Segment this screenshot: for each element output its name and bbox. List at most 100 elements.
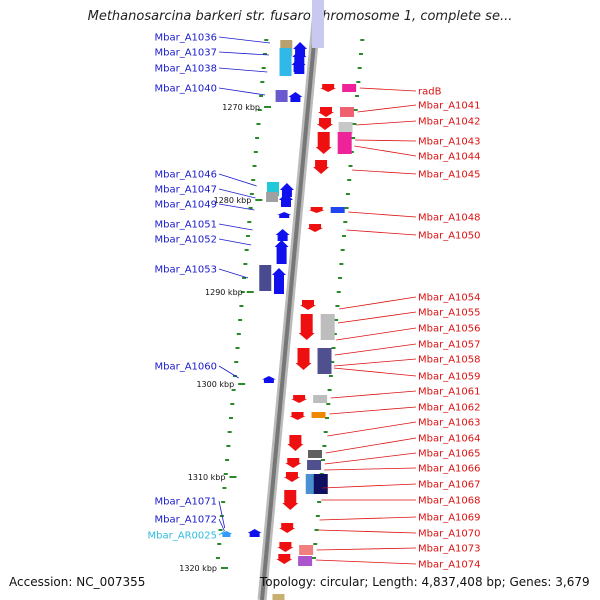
kbp-tick-label: 1300 kbp: [196, 380, 234, 389]
reverse-domain-box: [308, 450, 322, 458]
left-guide-dot: [251, 179, 256, 181]
leader-line: [218, 223, 253, 231]
kbp-tick-label: 1280 kbp: [214, 196, 252, 205]
leader-line: [334, 343, 417, 356]
left-guide-dot: [242, 277, 247, 279]
reverse-gene-arrow: [295, 348, 312, 370]
leader-line: [218, 67, 268, 73]
left-guide-dot: [238, 319, 243, 321]
left-guide-dot: [217, 543, 222, 545]
left-guide-dot: [247, 221, 252, 223]
leader-line: [359, 87, 417, 92]
left-guide-dot: [228, 417, 233, 419]
left-guide-dot: [230, 403, 235, 405]
reverse-gene-arrow: [320, 84, 337, 92]
left-guide-dot: [221, 501, 226, 503]
reverse-gene-arrow: [318, 107, 335, 117]
left-guide-dot: [243, 263, 248, 265]
reverse-gene-arrow: [316, 118, 333, 130]
gene-label-mbar-ar0025: Mbar_AR0025: [148, 531, 217, 542]
kbp-tick-label: 1290 kbp: [205, 288, 243, 297]
gene-label-mbar-a1064: Mbar_A1064: [418, 434, 481, 445]
reverse-gene-arrow: [289, 412, 306, 420]
leader-line: [356, 120, 417, 126]
right-guide-dot: [347, 179, 352, 181]
right-guide-dot: [323, 431, 328, 433]
gene-label-mbar-a1052: Mbar_A1052: [154, 235, 217, 246]
leader-line: [322, 483, 417, 489]
left-guide-dot: [245, 235, 250, 237]
forward-domain-box: [266, 192, 279, 202]
right-guide-dot: [356, 81, 361, 83]
forward-gene-arrow: [278, 193, 293, 207]
leader-line: [333, 367, 417, 377]
reverse-gene-arrow: [277, 542, 294, 552]
right-guide-dot: [311, 557, 316, 559]
kbp-tick-mark: [220, 567, 228, 569]
leader-line: [354, 145, 417, 157]
kbp-tick-mark: [246, 291, 254, 293]
label-layer: Mbar_A1036 Mbar_A1037 Mbar_A1038 Mbar_A1040…: [148, 33, 481, 571]
leader-line: [218, 203, 255, 211]
forward-domain-box: [259, 265, 272, 291]
gene-label-mbar-a1045: Mbar_A1045: [418, 170, 481, 181]
gene-label-mbar-a1046: Mbar_A1046: [154, 170, 217, 181]
right-guide-dot: [321, 459, 326, 461]
forward-gene-arrow: [277, 212, 292, 218]
leader-line: [218, 188, 256, 199]
right-guide-dot: [324, 417, 329, 419]
left-guide-dot: [257, 109, 262, 111]
gene-label-mbar-a1048: Mbar_A1048: [418, 213, 481, 224]
gene-label-mbar-a1061: Mbar_A1061: [418, 387, 481, 398]
forward-gene-arrow: [261, 376, 276, 383]
right-guide-dot: [315, 515, 320, 517]
leader-line: [218, 518, 225, 532]
left-guide-dot: [226, 445, 231, 447]
left-guide-dot: [223, 473, 228, 475]
right-guide-dot: [339, 263, 344, 265]
leader-line: [316, 547, 417, 551]
left-guide-dot: [248, 207, 253, 209]
reverse-domain-box: [299, 545, 314, 555]
gene-label-mbar-a1040: Mbar_A1040: [154, 84, 217, 95]
gene-label-mbar-a1058: Mbar_A1058: [418, 355, 481, 366]
gene-label-mbar-a1042: Mbar_A1042: [418, 117, 481, 128]
gene-label-mbar-a1073: Mbar_A1073: [418, 544, 481, 555]
accession-text: Accession: NC_007355: [9, 575, 146, 589]
leader-line: [315, 559, 417, 565]
right-guide-dot: [341, 235, 346, 237]
reverse-domain-box: [330, 207, 345, 213]
gene-label-mbar-a1044: Mbar_A1044: [418, 152, 481, 163]
gene-label-mbar-a1071: Mbar_A1071: [154, 497, 217, 508]
gene-label-mbar-a1051: Mbar_A1051: [154, 220, 217, 231]
partial-gene-box: [272, 594, 285, 600]
kbp-tick-label: 1310 kbp: [188, 473, 226, 482]
left-guide-dot: [256, 123, 261, 125]
reverse-domain-box: [320, 314, 335, 340]
forward-domain-box: [279, 48, 292, 76]
forward-gene-arrow: [247, 529, 262, 537]
reverse-gene-arrow: [285, 458, 302, 468]
gene-label-mbar-a1043: Mbar_A1043: [418, 137, 481, 148]
right-guide-dot: [340, 249, 345, 251]
reverse-domain-box: [340, 107, 355, 117]
gene-label-mbar-a1057: Mbar_A1057: [418, 340, 481, 351]
topology-text: Topology: circular; Length: 4,837,408 bp…: [260, 575, 590, 589]
reverse-domain-box: [313, 395, 328, 403]
left-guide-dot: [261, 67, 266, 69]
leader-line: [348, 211, 417, 218]
leader-line: [324, 467, 417, 471]
right-guide-dot: [352, 123, 357, 125]
leader-line: [336, 327, 417, 341]
reverse-gene-arrow: [276, 554, 293, 564]
right-guide-dot: [326, 403, 331, 405]
forward-domain-box: [275, 90, 288, 102]
leader-line: [318, 529, 417, 534]
reverse-gene-arrow: [300, 300, 316, 310]
gene-label-mbar-a1047: Mbar_A1047: [154, 185, 217, 196]
reverse-gene-arrow: [291, 395, 308, 403]
gene-label-mbar-a1067: Mbar_A1067: [418, 480, 481, 491]
reverse-domain-box: [313, 474, 328, 494]
kbp-tick-mark: [264, 106, 272, 108]
